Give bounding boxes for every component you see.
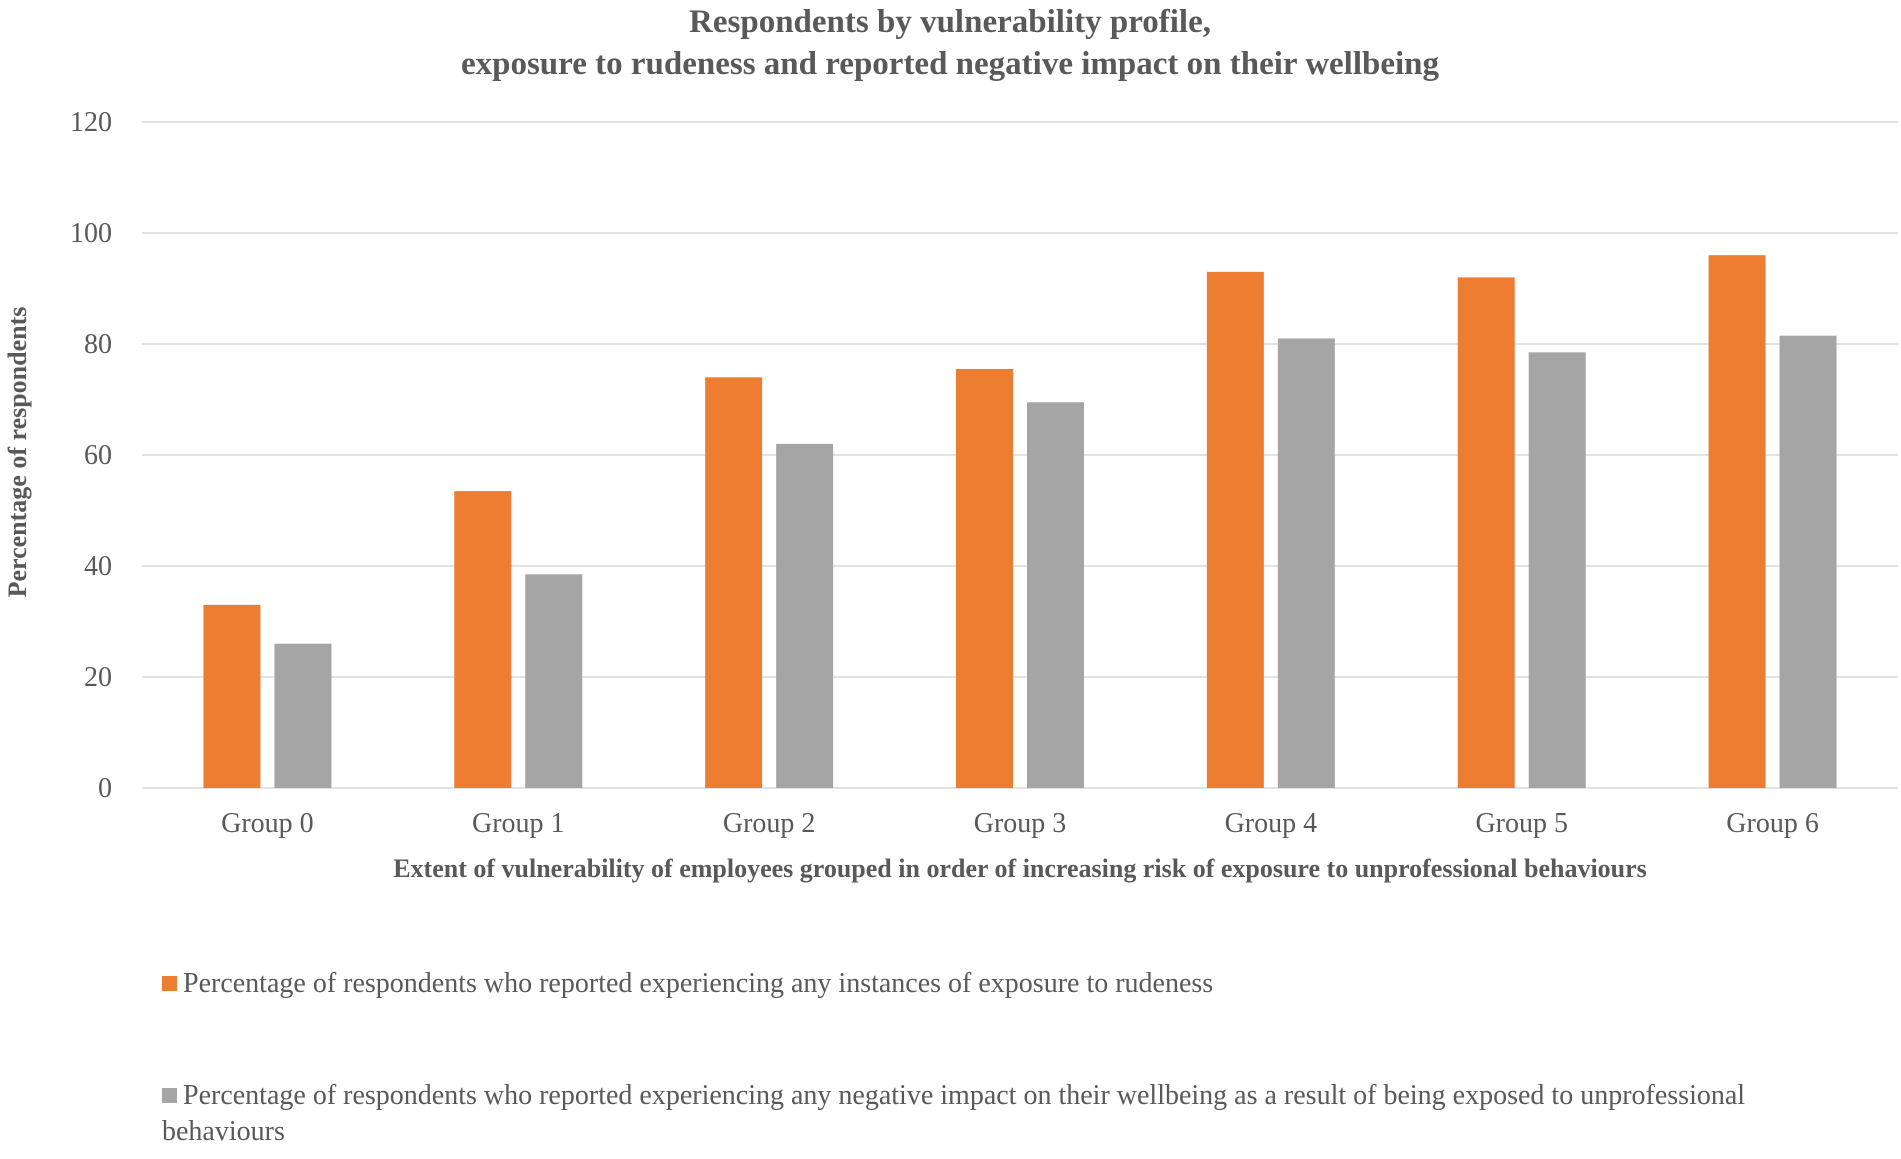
- bar-group-5-series-1: [1528, 352, 1586, 788]
- bar-group-2-series-0: [705, 377, 763, 788]
- x-tick-label-4: Group 4: [1225, 808, 1318, 839]
- x-tick-label-2: Group 2: [723, 808, 816, 839]
- bars: [203, 255, 1837, 789]
- y-tick-label-60: 60: [84, 440, 112, 471]
- x-tick-label-6: Group 6: [1726, 808, 1819, 839]
- y-tick-labels: 0 20 40 60 80 100 120: [70, 107, 112, 804]
- y-tick-label-20: 20: [84, 662, 112, 693]
- y-tick-label-120: 120: [70, 107, 112, 138]
- y-tick-label-100: 100: [70, 218, 112, 249]
- chart-title-line-2: exposure to rudeness and reported negati…: [461, 46, 1440, 82]
- legend-label-rudeness: Percentage of respondents who reported e…: [183, 968, 1214, 999]
- x-tick-label-3: Group 3: [974, 808, 1067, 839]
- bar-group-1-series-0: [454, 491, 512, 788]
- bar-group-0-series-1: [274, 643, 332, 788]
- x-axis-title: Extent of vulnerability of employees gro…: [393, 854, 1647, 883]
- bar-group-5-series-0: [1457, 277, 1515, 788]
- y-tick-label-0: 0: [98, 773, 112, 804]
- legend-swatch-orange: [162, 976, 177, 991]
- y-tick-label-80: 80: [84, 329, 112, 360]
- bar-group-6-series-1: [1779, 335, 1837, 788]
- bar-group-4-series-0: [1206, 271, 1264, 789]
- bar-group-0-series-0: [203, 604, 261, 788]
- gridlines: [142, 121, 1898, 789]
- bar-group-2-series-1: [776, 443, 834, 788]
- chart-title-line-1: Respondents by vulnerability profile,: [689, 4, 1211, 40]
- bar-group-3-series-0: [956, 368, 1013, 788]
- legend-item-wellbeing: Percentage of respondents who reported e…: [162, 1078, 1862, 1150]
- bar-group-6-series-0: [1708, 255, 1766, 788]
- legend-swatch-gray: [162, 1088, 177, 1103]
- y-tick-label-40: 40: [84, 551, 112, 582]
- y-axis-title: Percentage of respondents: [3, 307, 32, 598]
- x-tick-label-5: Group 5: [1475, 808, 1568, 839]
- bar-group-3-series-1: [1027, 402, 1084, 788]
- legend-item-rudeness: Percentage of respondents who reported e…: [162, 966, 1862, 1002]
- x-tick-labels: Group 0 Group 1 Group 2 Group 3 Group 4 Group…: [221, 808, 1819, 839]
- x-tick-label-1: Group 1: [472, 808, 565, 839]
- legend-label-wellbeing: Percentage of respondents who reported e…: [162, 1080, 1746, 1147]
- bar-group-1-series-1: [525, 574, 583, 788]
- x-tick-label-0: Group 0: [221, 808, 314, 839]
- bar-group-4-series-1: [1277, 338, 1335, 788]
